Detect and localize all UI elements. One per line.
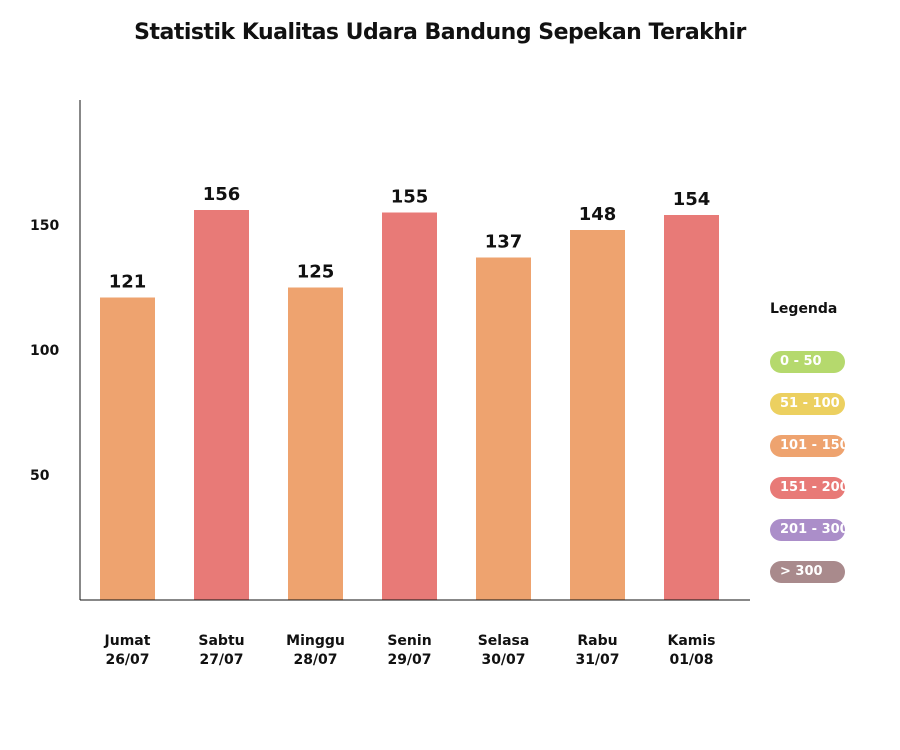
y-axis-ticks: 50 100 150 [30,218,59,484]
y-tick-label: 50 [30,468,50,484]
bar [194,210,249,600]
bars-group [100,210,719,600]
y-tick-label: 150 [30,218,59,234]
x-axis-labels: Jumat 26/07 Sabtu 27/07 Minggu 28/07 Senin 29/0… [104,633,716,668]
value-label: 137 [485,232,523,253]
x-tick-label: Kamis 01/08 [667,633,715,668]
chart-title: Statistik Kualitas Udara Bandung Sepekan… [134,20,746,45]
value-labels-group: 121 156 125 155 137 148 154 [109,184,711,293]
legend-title: Legenda [770,301,838,317]
bar [100,297,155,600]
bar [288,287,343,600]
bar [382,212,437,600]
x-tick-label: Minggu 28/07 [286,633,345,668]
legend-item: > 300 [770,561,845,583]
x-tick-label: Jumat 26/07 [104,633,151,668]
x-tick-label: Selasa 30/07 [478,633,530,668]
value-label: 155 [391,187,429,208]
legend-item: 51 - 100 [770,393,845,415]
value-label: 154 [673,189,711,210]
legend-item: 201 - 300 [770,519,845,541]
legend-item: 0 - 50 [770,351,845,373]
x-tick-label: Sabtu 27/07 [198,633,244,668]
legend-item: 151 - 200 [770,477,845,499]
x-tick-label: Rabu 31/07 [575,633,619,668]
value-label: 121 [109,272,147,293]
x-tick-label: Senin 29/07 [387,633,431,668]
value-label: 125 [297,262,335,283]
value-label: 148 [579,204,617,225]
value-label: 156 [203,184,241,205]
y-tick-label: 100 [30,343,59,359]
legend-item: 101 - 150 [770,435,845,457]
bar [664,215,719,600]
bar [570,230,625,600]
bar [476,257,531,600]
